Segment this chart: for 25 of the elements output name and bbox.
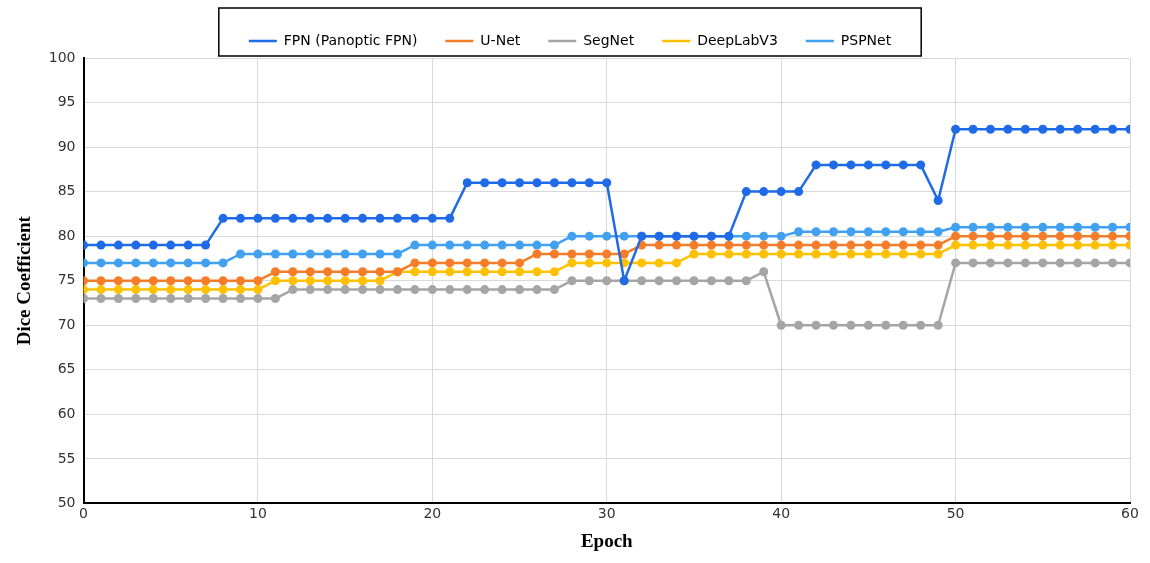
y-tick-label: 50: [57, 494, 76, 511]
x-axis-title: Epoch: [580, 529, 634, 551]
y-tick-label: 90: [57, 137, 76, 154]
x-tick-label: 50: [946, 505, 965, 522]
legend-label: DeepLabV3: [697, 31, 778, 48]
y-tick-label: 60: [57, 404, 76, 421]
y-tick-label: 75: [57, 271, 76, 288]
x-tick-label: 20: [423, 505, 442, 522]
legend-label: U-Net: [480, 31, 521, 48]
y-tick-label: 100: [48, 48, 76, 65]
legend-label: FPN (Panoptic FPN): [283, 31, 418, 48]
x-tick-label: 30: [597, 505, 616, 522]
legend-label: SegNet: [583, 31, 635, 48]
x-tick-label: 60: [1121, 505, 1139, 522]
y-tick-label: 65: [57, 360, 76, 377]
x-tick-label: 40: [772, 505, 791, 522]
y-tick-label: 55: [57, 449, 76, 466]
y-axis-title: Dice Coefficient: [13, 215, 35, 346]
y-tick-label: 80: [57, 226, 76, 243]
x-tick-label: 10: [249, 505, 267, 522]
y-tick-label: 85: [57, 182, 76, 199]
legend-label: PSPNet: [840, 31, 892, 48]
x-tick-label: 0: [79, 505, 88, 522]
y-tick-label: 70: [57, 315, 76, 332]
y-tick-label: 95: [57, 93, 76, 110]
